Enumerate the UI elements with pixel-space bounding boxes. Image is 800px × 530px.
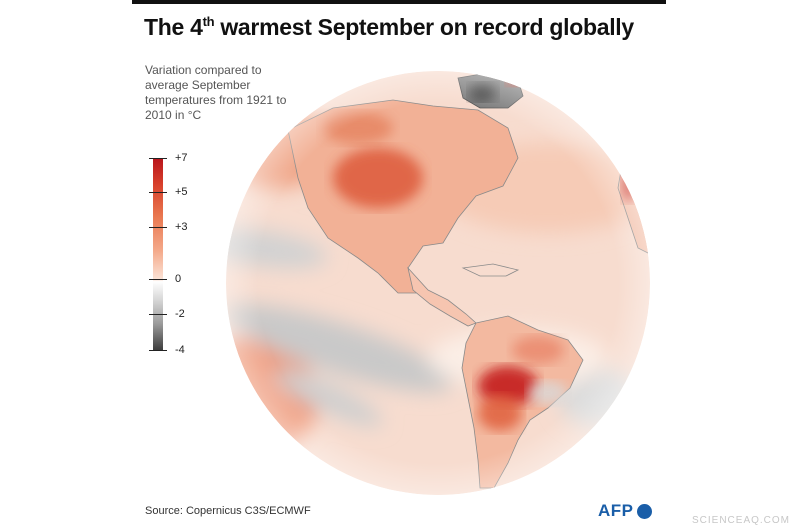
afp-logo: AFP — [598, 501, 652, 521]
legend-tick-label: +5 — [175, 186, 188, 198]
subtitle: Variation compared to average September … — [145, 63, 287, 122]
legend-tick-label: +7 — [175, 152, 188, 164]
legend-tick — [149, 192, 167, 193]
color-scale-legend: +7 +5 +3 0 -2 -4 — [145, 150, 205, 360]
globe-svg — [226, 71, 650, 495]
watermark: SCIENCEAQ.COM — [691, 515, 790, 526]
legend-tick-label: -2 — [175, 308, 185, 320]
legend-tick-label: +3 — [175, 221, 188, 233]
page-title: The 4th warmest September on record glob… — [144, 14, 634, 41]
legend-tick — [149, 314, 167, 315]
afp-logo-dot-icon — [636, 503, 652, 519]
title-suffix: warmest September on record globally — [214, 14, 634, 40]
title-prefix: The 4 — [144, 14, 203, 40]
legend-tick — [149, 279, 167, 280]
legend-gradient-bar — [153, 158, 163, 351]
title-superscript: th — [202, 14, 215, 29]
source-credit: Source: Copernicus C3S/ECMWF — [145, 505, 311, 517]
top-rule — [132, 0, 666, 4]
globe-map — [218, 68, 658, 503]
infographic-card: The 4th warmest September on record glob… — [132, 0, 666, 530]
legend-tick — [149, 227, 167, 228]
legend-tick — [149, 158, 167, 159]
legend-tick-label: 0 — [175, 273, 182, 285]
legend-tick — [149, 350, 167, 351]
legend-tick-label: -4 — [175, 344, 185, 356]
afp-logo-text: AFP — [598, 501, 634, 520]
